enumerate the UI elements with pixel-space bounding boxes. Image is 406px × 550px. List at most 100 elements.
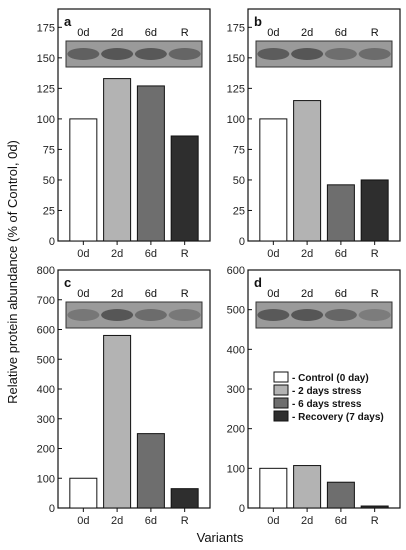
y-tick-label: 200 bbox=[227, 424, 245, 436]
y-tick-label: 100 bbox=[37, 114, 55, 126]
legend-item: - 6 days stress bbox=[273, 397, 362, 410]
panel-letter: b bbox=[254, 14, 262, 29]
blot-lane-label: R bbox=[371, 27, 379, 39]
x-tick-label: 6d bbox=[335, 515, 347, 527]
bar-6d bbox=[326, 184, 355, 242]
panel-d: 0 100 200 300 400 500 600 0d 2d 6d R 0d 2d 6d Rd bbox=[227, 265, 401, 527]
blot-band bbox=[101, 309, 134, 321]
y-tick-label: 200 bbox=[37, 444, 55, 456]
panel-b: 0 25 50 75 100 125 150 175 0d 2d 6d R 0d 2d 6d Rb bbox=[227, 8, 401, 260]
blot-lane-label: 2d bbox=[111, 27, 123, 39]
bar-2d bbox=[103, 334, 132, 509]
panel-letter: a bbox=[64, 14, 72, 29]
bar-R bbox=[170, 135, 199, 242]
x-tick-label: 0d bbox=[267, 248, 279, 260]
legend-item: - 2 days stress bbox=[273, 384, 362, 397]
y-tick-label: 150 bbox=[37, 53, 55, 65]
blot-lane-label: 6d bbox=[335, 27, 347, 39]
y-tick-label: 500 bbox=[227, 305, 245, 317]
y-tick-label: 25 bbox=[233, 205, 245, 217]
y-tick-label: 50 bbox=[43, 175, 55, 187]
blot-band bbox=[358, 48, 391, 60]
y-tick-label: 0 bbox=[49, 236, 55, 248]
y-tick-label: 175 bbox=[37, 22, 55, 34]
y-tick-label: 100 bbox=[227, 114, 245, 126]
x-tick-label: 2d bbox=[301, 248, 313, 260]
blot-band bbox=[257, 309, 290, 321]
legend-swatch bbox=[273, 397, 289, 409]
blot-lane-label: 2d bbox=[301, 27, 313, 39]
x-tick-label: 6d bbox=[145, 248, 157, 260]
x-tick-label: 0d bbox=[77, 515, 89, 527]
legend-swatch bbox=[273, 371, 289, 383]
blot-band bbox=[168, 48, 201, 60]
legend-item: - Recovery (7 days) bbox=[273, 410, 384, 423]
legend-label: - 6 days stress bbox=[292, 399, 362, 410]
western-blot-image bbox=[65, 301, 203, 329]
legend: - Control (0 day) - 2 days stress - 6 days… bbox=[273, 371, 384, 423]
panel-a: 0 25 50 75 100 125 150 175 0d 2d 6d R 0d 2d 6d Ra bbox=[37, 8, 211, 260]
y-tick-label: 75 bbox=[43, 144, 55, 156]
y-tick-label: 50 bbox=[233, 175, 245, 187]
blot-lane-label: 0d bbox=[77, 27, 89, 39]
x-tick-label: R bbox=[181, 515, 189, 527]
bar-0d bbox=[69, 118, 98, 242]
western-blot-image bbox=[255, 40, 393, 68]
blot-lane-label: 6d bbox=[145, 27, 157, 39]
y-tick-label: 0 bbox=[49, 503, 55, 515]
panel-c: 0 100 200 300 400 500 600 700 800 0d 2d 6d R 0d 2d 6d Rc bbox=[37, 265, 211, 527]
y-tick-label: 400 bbox=[227, 344, 245, 356]
blot-band bbox=[324, 48, 357, 60]
bar-0d bbox=[259, 467, 288, 509]
blot-lane-label: R bbox=[181, 288, 189, 300]
blot-lane-label: 0d bbox=[267, 288, 279, 300]
y-tick-label: 700 bbox=[37, 295, 55, 307]
blot-band bbox=[358, 309, 391, 321]
x-tick-label: 2d bbox=[111, 248, 123, 260]
y-tick-label: 150 bbox=[227, 53, 245, 65]
y-tick-label: 600 bbox=[37, 325, 55, 337]
y-axis-title: Relative protein abundance (% of Control… bbox=[5, 140, 20, 404]
y-tick-label: 100 bbox=[227, 463, 245, 475]
bar-2d bbox=[293, 465, 322, 509]
western-blot-image bbox=[255, 301, 393, 329]
blot-band bbox=[257, 48, 290, 60]
blot-lane-label: 6d bbox=[145, 288, 157, 300]
blot-lane-label: 2d bbox=[111, 288, 123, 300]
blot-lane-label: R bbox=[181, 27, 189, 39]
blot-lane-label: 6d bbox=[335, 288, 347, 300]
legend-swatch bbox=[273, 384, 289, 396]
y-tick-label: 175 bbox=[227, 22, 245, 34]
x-tick-label: 2d bbox=[111, 515, 123, 527]
y-tick-label: 600 bbox=[227, 265, 245, 277]
bar-0d bbox=[259, 118, 288, 242]
legend-label: - Recovery (7 days) bbox=[292, 412, 384, 423]
bar-2d bbox=[293, 100, 322, 242]
blot-band bbox=[324, 309, 357, 321]
y-tick-label: 300 bbox=[37, 414, 55, 426]
bar-6d bbox=[136, 433, 165, 509]
x-tick-label: 2d bbox=[301, 515, 313, 527]
x-tick-label: R bbox=[181, 248, 189, 260]
y-tick-label: 500 bbox=[37, 354, 55, 366]
blot-lane-label: 2d bbox=[301, 288, 313, 300]
y-tick-label: 400 bbox=[37, 384, 55, 396]
x-tick-label: 6d bbox=[145, 515, 157, 527]
legend-label: - 2 days stress bbox=[292, 386, 362, 397]
blot-lane-label: 0d bbox=[267, 27, 279, 39]
panel-frame bbox=[247, 8, 401, 242]
bar-R bbox=[360, 505, 389, 509]
x-tick-label: R bbox=[371, 515, 379, 527]
bar-2d bbox=[103, 78, 132, 242]
blot-band bbox=[101, 48, 134, 60]
blot-band bbox=[168, 309, 201, 321]
y-tick-label: 0 bbox=[239, 236, 245, 248]
x-tick-label: R bbox=[371, 248, 379, 260]
y-tick-label: 125 bbox=[37, 83, 55, 95]
bar-R bbox=[170, 488, 199, 509]
x-axis-title: Variants bbox=[197, 530, 244, 545]
legend-item: - Control (0 day) bbox=[273, 371, 369, 384]
y-tick-label: 0 bbox=[239, 503, 245, 515]
